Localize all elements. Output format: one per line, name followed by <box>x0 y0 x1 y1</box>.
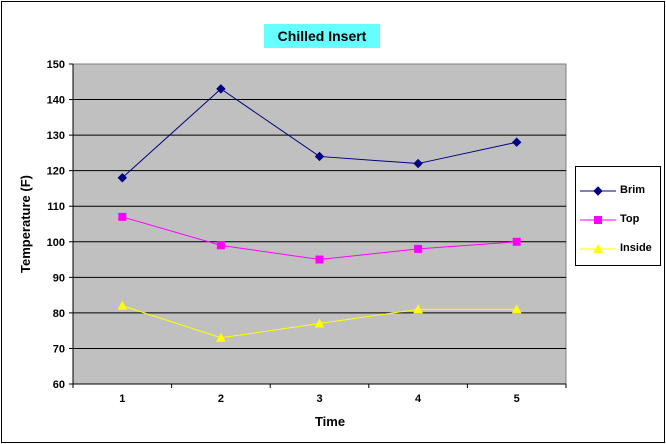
legend-swatch-brim <box>580 186 616 196</box>
data-point-brim <box>511 137 522 147</box>
y-axis-ticks: 60 70 80 90 100 110 120 130 140 150 <box>47 59 74 391</box>
chart-title-background <box>264 24 380 48</box>
y-tick-label: 70 <box>53 343 65 355</box>
y-tick-label: 150 <box>47 59 65 71</box>
y-tick-label: 60 <box>53 379 65 391</box>
series-inside <box>117 300 522 342</box>
x-axis-ticks: 1 2 3 4 5 <box>72 383 567 405</box>
series-brim <box>117 84 522 183</box>
legend-item-top: Top <box>576 210 662 230</box>
y-tick-label: 80 <box>53 308 65 320</box>
data-point-inside <box>511 304 522 314</box>
data-point-inside <box>413 304 423 314</box>
series-layer <box>117 84 522 342</box>
data-point-top <box>118 212 127 221</box>
x-tick-label: 4 <box>415 393 422 405</box>
data-point-brim <box>413 158 423 169</box>
y-axis-label: Temperature (F) <box>18 175 33 273</box>
x-tick-label: 5 <box>514 393 520 405</box>
y-tick-label: 90 <box>53 272 65 284</box>
x-axis-label: Time <box>315 414 345 429</box>
data-point-inside <box>216 332 226 342</box>
legend-item-inside: Inside <box>576 239 662 259</box>
legend-item-brim: Brim <box>576 181 662 201</box>
data-point-top <box>315 255 324 264</box>
x-tick-label: 2 <box>218 393 224 405</box>
data-point-inside <box>117 300 128 310</box>
plot-area <box>72 63 567 385</box>
x-tick-label: 1 <box>119 393 125 405</box>
x-tick-label: 3 <box>316 393 322 405</box>
data-point-top <box>414 244 423 253</box>
legend-label-top: Top <box>620 213 640 225</box>
data-point-brim <box>216 84 226 94</box>
data-point-top <box>512 237 521 246</box>
legend-label-brim: Brim <box>620 184 646 196</box>
y-tick-label: 130 <box>47 130 65 142</box>
y-tick-label: 120 <box>47 166 65 178</box>
gridlines <box>73 99 566 349</box>
legend-swatch-top <box>580 216 616 224</box>
data-point-top <box>216 241 225 250</box>
y-tick-label: 110 <box>47 201 65 213</box>
legend-swatch-inside <box>580 243 616 253</box>
data-point-brim <box>117 173 128 183</box>
legend-marker-top <box>594 216 602 224</box>
y-tick-label: 140 <box>47 95 65 107</box>
series-top <box>118 212 521 264</box>
legend: Brim Top Inside <box>575 166 661 266</box>
y-tick-label: 100 <box>47 237 65 249</box>
legend-marker-inside <box>593 243 603 253</box>
data-point-brim <box>314 151 325 162</box>
chart-title: Chilled Insert <box>277 28 367 44</box>
legend-marker-brim <box>593 186 603 196</box>
data-point-inside <box>314 318 325 328</box>
legend-label-inside: Inside <box>620 242 652 254</box>
